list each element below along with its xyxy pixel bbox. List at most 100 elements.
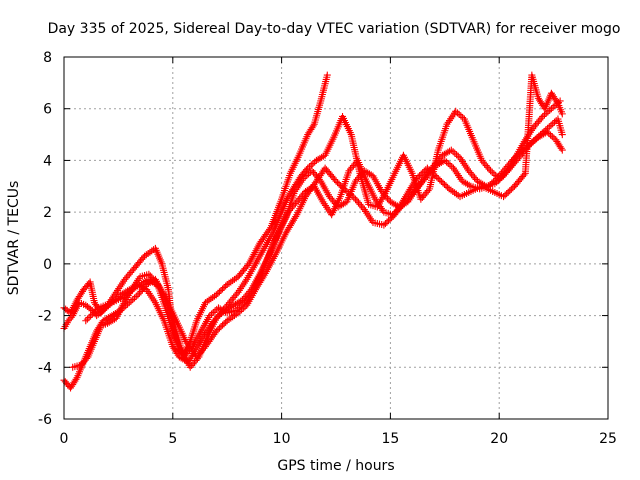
data-point [125, 270, 133, 278]
data-point [424, 187, 432, 195]
data-point [545, 123, 553, 131]
data-point [206, 312, 214, 320]
data-point [188, 362, 196, 370]
data-point [534, 118, 542, 126]
data-point [540, 127, 548, 135]
data-point [500, 166, 508, 174]
data-point [227, 297, 235, 305]
data-point [332, 177, 340, 185]
data-point [385, 217, 393, 225]
data-point [537, 114, 545, 122]
data-point [380, 221, 388, 229]
data-points [60, 71, 566, 392]
data-point [217, 323, 225, 331]
data-point [386, 215, 394, 223]
data-point [85, 314, 93, 322]
y-tick-label: 8 [43, 50, 52, 66]
data-point [507, 185, 515, 193]
data-point [215, 288, 223, 296]
data-point [238, 306, 246, 314]
data-point [350, 194, 358, 202]
data-point [520, 171, 528, 179]
data-point [230, 293, 238, 301]
data-point [191, 358, 199, 366]
data-point [448, 163, 456, 171]
chart-title: Day 335 of 2025, Sidereal Day-to-day VTE… [48, 21, 621, 37]
data-point [488, 179, 496, 187]
data-point [209, 308, 217, 316]
data-point [328, 196, 336, 204]
data-point [82, 317, 90, 325]
data-point [454, 152, 462, 160]
data-point [514, 151, 522, 159]
data-point [547, 105, 555, 113]
series-track-e [82, 71, 566, 361]
data-point [381, 220, 389, 228]
data-point [208, 310, 216, 318]
data-point [447, 146, 455, 154]
data-point [354, 199, 362, 207]
data-point [449, 148, 457, 156]
data-point [127, 268, 135, 276]
data-point [356, 172, 364, 180]
data-point [421, 190, 429, 198]
y-tick-label: 4 [43, 153, 52, 169]
x-tick-label: 0 [60, 431, 69, 447]
data-point [416, 181, 424, 189]
data-point [124, 272, 132, 280]
data-point [357, 202, 365, 210]
data-point [436, 176, 444, 184]
data-point [452, 107, 460, 115]
plot-frame [63, 56, 609, 420]
data-point [214, 289, 222, 297]
data-point [446, 161, 454, 169]
data-point [214, 313, 222, 321]
data-point [134, 291, 142, 299]
data-point [219, 285, 227, 293]
data-point [431, 172, 439, 180]
data-point [325, 193, 333, 201]
data-point [305, 170, 313, 178]
data-point [87, 305, 95, 313]
data-point [139, 254, 147, 262]
x-tick-labels: 0 5 10 15 20 25 [60, 431, 617, 447]
data-point [311, 170, 319, 178]
data-point [496, 171, 504, 179]
y-tick-label: 0 [43, 257, 52, 273]
data-point [540, 111, 548, 119]
data-point [194, 351, 202, 359]
data-point [189, 360, 197, 368]
data-point [466, 168, 474, 176]
data-point [542, 109, 550, 117]
data-point [331, 175, 339, 183]
data-point [499, 168, 507, 176]
x-tick-label: 20 [490, 431, 508, 447]
data-point [508, 157, 516, 165]
data-point [493, 175, 501, 183]
data-point [236, 307, 244, 315]
data-point [338, 183, 346, 191]
data-point [348, 163, 356, 171]
data-point [457, 112, 465, 120]
data-point [220, 320, 228, 328]
data-point [413, 184, 421, 192]
data-point [420, 167, 428, 175]
data-point [266, 225, 274, 233]
data-point [422, 174, 430, 182]
data-point [352, 195, 360, 203]
data-point [293, 198, 301, 206]
data-point [516, 149, 524, 157]
data-point [288, 203, 296, 211]
data-point [137, 287, 145, 295]
data-point [506, 187, 514, 195]
y-tick-label: -6 [38, 412, 52, 428]
data-point [225, 299, 233, 307]
series-track-d [69, 115, 566, 371]
data-point [193, 353, 201, 361]
data-point [87, 312, 95, 320]
data-point [307, 161, 315, 169]
data-point [347, 165, 355, 173]
data-point [341, 186, 349, 194]
data-point [72, 375, 80, 383]
